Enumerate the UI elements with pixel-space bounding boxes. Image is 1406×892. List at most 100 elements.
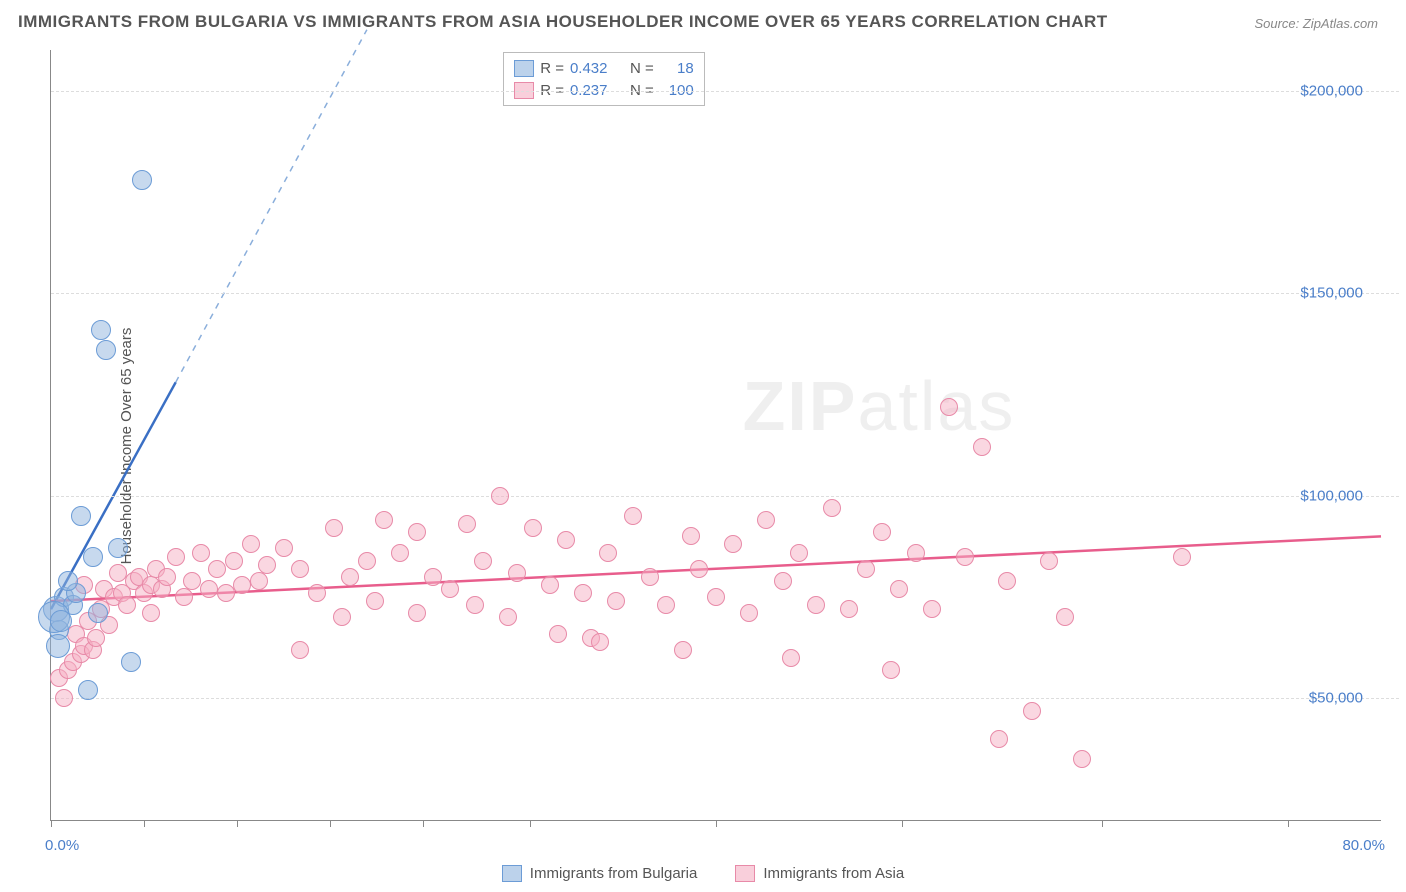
data-point-pink xyxy=(524,519,542,537)
data-point-blue xyxy=(83,547,103,567)
data-point-pink xyxy=(424,568,442,586)
data-point-pink xyxy=(109,564,127,582)
data-point-pink xyxy=(291,641,309,659)
plot-area: ZIPatlas R = 0.432 N = 18 R = 0.237 N = … xyxy=(50,50,1381,821)
y-tick-label: $150,000 xyxy=(1300,285,1385,302)
data-point-pink xyxy=(923,600,941,618)
data-point-pink xyxy=(408,604,426,622)
data-point-pink xyxy=(233,576,251,594)
data-point-pink xyxy=(200,580,218,598)
data-point-pink xyxy=(574,584,592,602)
data-point-pink xyxy=(591,633,609,651)
swatch-pink-icon xyxy=(735,865,755,882)
x-tick-mark xyxy=(1102,820,1103,827)
data-point-pink xyxy=(823,499,841,517)
data-point-pink xyxy=(466,596,484,614)
x-tick-mark xyxy=(237,820,238,827)
y-tick-label: $50,000 xyxy=(1309,690,1385,707)
chart-title: IMMIGRANTS FROM BULGARIA VS IMMIGRANTS F… xyxy=(18,12,1108,32)
data-point-pink xyxy=(724,535,742,553)
source-label: Source: ZipAtlas.com xyxy=(1254,16,1378,31)
watermark: ZIPatlas xyxy=(743,366,1016,446)
data-point-pink xyxy=(990,730,1008,748)
data-point-pink xyxy=(998,572,1016,590)
gridline xyxy=(51,698,1399,699)
legend-item-blue: Immigrants from Bulgaria xyxy=(502,865,698,882)
data-point-pink xyxy=(192,544,210,562)
data-point-pink xyxy=(607,592,625,610)
x-tick-mark xyxy=(144,820,145,827)
data-point-pink xyxy=(707,588,725,606)
data-point-pink xyxy=(1073,750,1091,768)
x-tick-mark xyxy=(330,820,331,827)
data-point-pink xyxy=(599,544,617,562)
data-point-pink xyxy=(624,507,642,525)
data-point-pink xyxy=(840,600,858,618)
data-point-pink xyxy=(225,552,243,570)
data-point-pink xyxy=(175,588,193,606)
data-point-pink xyxy=(217,584,235,602)
swatch-blue-icon xyxy=(502,865,522,882)
data-point-pink xyxy=(118,596,136,614)
x-axis-max: 80.0% xyxy=(1342,837,1385,854)
stats-row-blue: R = 0.432 N = 18 xyxy=(514,57,694,79)
data-point-pink xyxy=(167,548,185,566)
data-point-pink xyxy=(674,641,692,659)
data-point-blue xyxy=(108,538,128,558)
data-point-pink xyxy=(757,511,775,529)
chart-container: IMMIGRANTS FROM BULGARIA VS IMMIGRANTS F… xyxy=(0,0,1406,892)
bottom-legend: Immigrants from Bulgaria Immigrants from… xyxy=(0,865,1406,882)
data-point-pink xyxy=(366,592,384,610)
data-point-pink xyxy=(474,552,492,570)
stats-legend: R = 0.432 N = 18 R = 0.237 N = 100 xyxy=(503,52,705,106)
data-point-blue xyxy=(71,506,91,526)
data-point-blue xyxy=(91,320,111,340)
data-point-pink xyxy=(1056,608,1074,626)
data-point-blue xyxy=(46,634,70,658)
gridline xyxy=(51,496,1399,497)
data-point-pink xyxy=(782,649,800,667)
data-point-pink xyxy=(358,552,376,570)
data-point-pink xyxy=(508,564,526,582)
y-tick-label: $200,000 xyxy=(1300,82,1385,99)
data-point-pink xyxy=(882,661,900,679)
data-point-pink xyxy=(790,544,808,562)
data-point-pink xyxy=(907,544,925,562)
data-point-pink xyxy=(325,519,343,537)
x-tick-mark xyxy=(423,820,424,827)
x-tick-mark xyxy=(530,820,531,827)
data-point-pink xyxy=(1023,702,1041,720)
x-axis-min: 0.0% xyxy=(45,837,79,854)
data-point-pink xyxy=(258,556,276,574)
x-tick-mark xyxy=(902,820,903,827)
data-point-pink xyxy=(499,608,517,626)
x-tick-mark xyxy=(716,820,717,827)
data-point-blue xyxy=(132,170,152,190)
data-point-pink xyxy=(158,568,176,586)
data-point-pink xyxy=(557,531,575,549)
gridline xyxy=(51,293,1399,294)
data-point-pink xyxy=(142,604,160,622)
data-point-blue xyxy=(96,340,116,360)
data-point-pink xyxy=(740,604,758,622)
data-point-pink xyxy=(873,523,891,541)
data-point-pink xyxy=(291,560,309,578)
data-point-pink xyxy=(408,523,426,541)
data-point-blue xyxy=(121,652,141,672)
data-point-blue xyxy=(88,603,108,623)
data-point-pink xyxy=(940,398,958,416)
y-tick-label: $100,000 xyxy=(1300,487,1385,504)
data-point-pink xyxy=(491,487,509,505)
data-point-pink xyxy=(549,625,567,643)
swatch-blue-icon xyxy=(514,60,534,77)
data-point-pink xyxy=(774,572,792,590)
data-point-pink xyxy=(890,580,908,598)
data-point-pink xyxy=(250,572,268,590)
data-point-pink xyxy=(682,527,700,545)
trend-lines xyxy=(51,50,1381,820)
data-point-pink xyxy=(956,548,974,566)
data-point-pink xyxy=(1040,552,1058,570)
data-point-pink xyxy=(458,515,476,533)
data-point-pink xyxy=(857,560,875,578)
data-point-pink xyxy=(391,544,409,562)
